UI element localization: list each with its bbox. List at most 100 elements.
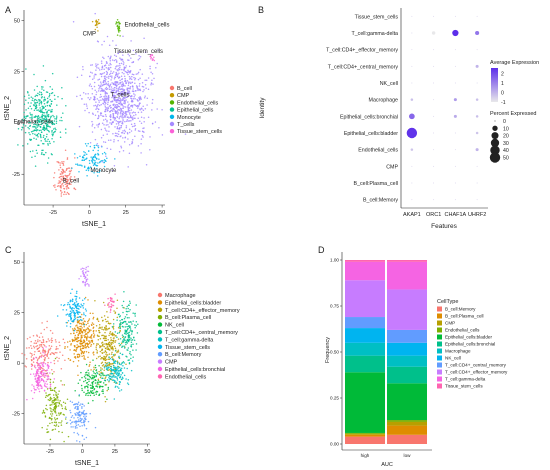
point-a-5 (108, 130, 110, 132)
x-tick-label-c-3: 50 (144, 449, 150, 455)
point-c-10 (41, 370, 44, 372)
point-a-5 (118, 72, 120, 75)
point-a-5 (88, 98, 91, 101)
point-c-6 (96, 372, 99, 375)
point-c-5 (121, 304, 123, 307)
point-a-5 (107, 109, 109, 112)
point-c-5 (125, 341, 128, 344)
point-c-10 (46, 372, 49, 374)
point-a-3 (28, 97, 30, 99)
panel-d-x-ticks: high low (361, 453, 411, 458)
point-c-6 (107, 374, 110, 376)
point-a-5 (137, 111, 140, 114)
point-c-4 (88, 372, 90, 374)
point-c-2 (113, 333, 116, 336)
point-a-3 (53, 122, 55, 125)
point-a-5 (146, 104, 148, 106)
point-c-2 (108, 353, 111, 355)
bar-segment-1-9 (387, 289, 427, 330)
point-c-10 (49, 372, 51, 374)
point-c-2 (96, 352, 98, 354)
point-c-2 (112, 342, 114, 344)
point-c-1 (87, 327, 90, 330)
point-a-5 (111, 72, 114, 74)
point-a-5 (112, 89, 114, 92)
point-a-3 (54, 118, 56, 120)
point-a-0 (74, 157, 76, 159)
point-c-0 (36, 359, 39, 362)
point-a-4 (87, 150, 90, 152)
point-c-6 (108, 379, 110, 382)
point-c-5 (135, 325, 138, 327)
point-c-3 (58, 421, 60, 424)
point-a-5 (131, 61, 133, 64)
point-c-10 (46, 383, 48, 385)
point-a-5 (131, 75, 133, 78)
point-c-3 (56, 401, 58, 404)
point-a-5 (134, 111, 136, 114)
point-c-5 (128, 316, 130, 319)
point-a-4 (74, 153, 76, 155)
point-c-4 (96, 371, 98, 374)
point-c-6 (111, 358, 114, 361)
point-a-5 (107, 106, 109, 109)
dot-2-3 (476, 165, 478, 167)
point-c-6 (115, 372, 117, 375)
point-a-5 (120, 135, 122, 137)
bar-segment-0-6 (345, 342, 385, 356)
legend-dot-c-7 (157, 344, 163, 349)
legend-dot-c-8 (157, 352, 163, 357)
point-c-10 (29, 373, 32, 375)
point-a-5 (107, 139, 110, 141)
pct-legend-dot-0 (494, 120, 496, 122)
point-c-3 (45, 392, 47, 394)
point-c-6 (113, 376, 115, 378)
panel-letter-a: A (5, 5, 11, 15)
point-a-0 (66, 157, 69, 159)
point-a-5 (89, 71, 92, 73)
point-a-3 (27, 102, 30, 104)
point-c-0 (50, 345, 53, 348)
point-a-3 (51, 134, 54, 137)
point-c-7 (74, 295, 76, 297)
point-c-3 (61, 431, 63, 434)
point-c-2 (99, 327, 102, 329)
point-a-5 (117, 89, 119, 92)
point-a-3 (35, 138, 38, 140)
point-c-5 (124, 341, 127, 344)
point-c-6 (116, 363, 119, 365)
point-c-10 (36, 365, 39, 367)
point-c-4 (86, 385, 89, 388)
point-c-10 (50, 361, 52, 364)
point-a-3 (33, 125, 35, 128)
point-a-5 (115, 55, 118, 57)
point-a-3 (37, 144, 39, 146)
point-a-3 (47, 113, 50, 116)
point-c-1 (75, 348, 78, 350)
point-c-1 (76, 326, 79, 328)
legend-label-c-7: Tissue_stem_cells (165, 345, 210, 351)
point-a-5 (99, 85, 102, 87)
point-c-1 (91, 324, 93, 327)
legend-swatch-d-3 (437, 327, 442, 333)
point-a-5 (93, 81, 96, 84)
point-c-4 (98, 364, 100, 367)
point-a-5 (115, 107, 118, 109)
point-c-4 (102, 373, 104, 375)
point-c-5 (121, 318, 124, 321)
point-a-5 (119, 100, 121, 102)
point-c-5 (128, 300, 131, 303)
point-c-8 (85, 415, 87, 418)
point-c-2 (101, 326, 103, 328)
point-a-3 (23, 115, 26, 117)
point-c-2 (100, 367, 102, 369)
point-a-3 (34, 105, 37, 108)
point-c-10 (40, 387, 43, 389)
point-c-0 (32, 361, 35, 363)
point-c-7 (69, 326, 72, 328)
point-a-5 (115, 90, 118, 93)
legend-dot-a-5 (169, 121, 175, 127)
point-a-5 (89, 83, 91, 85)
point-a-4 (91, 170, 93, 173)
point-a-5 (99, 96, 101, 99)
